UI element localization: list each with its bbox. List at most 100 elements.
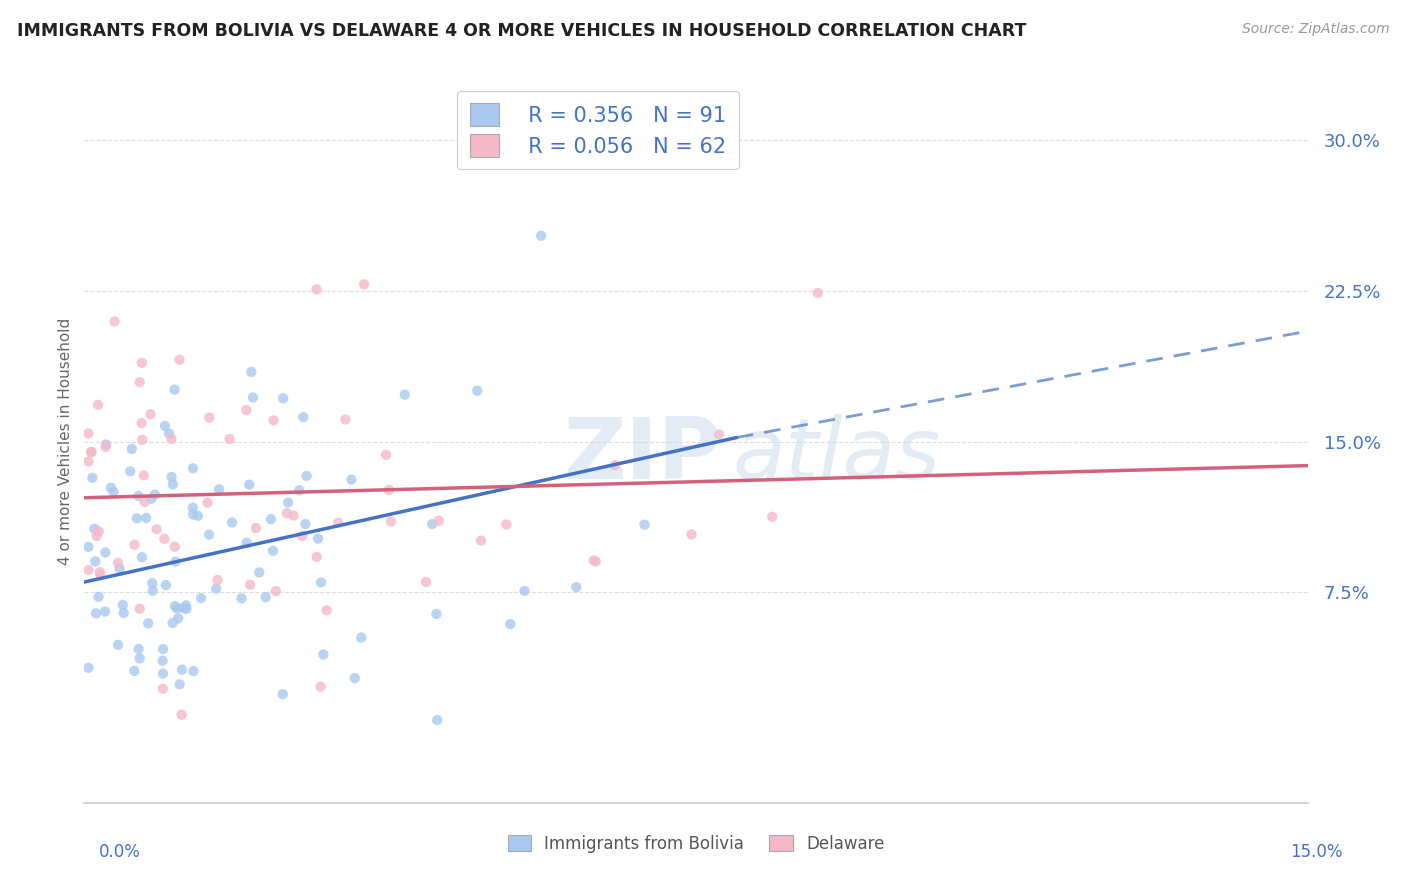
Point bbox=[633, 517, 655, 532]
Point bbox=[291, 529, 314, 543]
Point bbox=[530, 228, 553, 243]
Point bbox=[271, 687, 294, 701]
Point bbox=[187, 508, 209, 523]
Point bbox=[271, 392, 294, 406]
Point bbox=[465, 384, 488, 398]
Point bbox=[470, 533, 492, 548]
Point bbox=[107, 638, 129, 652]
Point bbox=[128, 375, 150, 389]
Point bbox=[240, 365, 263, 379]
Point bbox=[174, 599, 197, 613]
Point bbox=[585, 554, 607, 568]
Point bbox=[276, 506, 298, 520]
Point bbox=[176, 602, 198, 616]
Point bbox=[128, 489, 150, 503]
Point bbox=[108, 561, 131, 575]
Point bbox=[166, 601, 188, 615]
Point bbox=[415, 574, 437, 589]
Text: IMMIGRANTS FROM BOLIVIA VS DELAWARE 4 OR MORE VEHICLES IN HOUSEHOLD CORRELATION : IMMIGRANTS FROM BOLIVIA VS DELAWARE 4 OR… bbox=[17, 22, 1026, 40]
Point bbox=[160, 432, 183, 446]
Legend: Immigrants from Bolivia, Delaware: Immigrants from Bolivia, Delaware bbox=[501, 828, 891, 860]
Point bbox=[420, 517, 443, 532]
Point bbox=[172, 601, 194, 615]
Point bbox=[499, 617, 522, 632]
Point bbox=[340, 473, 363, 487]
Point bbox=[165, 554, 187, 568]
Point bbox=[125, 511, 148, 525]
Point bbox=[128, 642, 150, 657]
Text: Source: ZipAtlas.com: Source: ZipAtlas.com bbox=[1241, 22, 1389, 37]
Point bbox=[207, 573, 229, 587]
Point bbox=[197, 496, 219, 510]
Point bbox=[104, 314, 127, 328]
Point bbox=[181, 508, 204, 522]
Point bbox=[262, 544, 284, 558]
Point bbox=[80, 445, 103, 459]
Point bbox=[89, 565, 111, 579]
Point bbox=[235, 403, 257, 417]
Point bbox=[170, 707, 193, 722]
Point bbox=[131, 433, 153, 447]
Point bbox=[131, 356, 153, 370]
Point bbox=[709, 427, 731, 442]
Point bbox=[305, 549, 328, 564]
Point bbox=[264, 584, 287, 599]
Point bbox=[353, 277, 375, 292]
Point bbox=[141, 491, 163, 506]
Point bbox=[77, 454, 100, 468]
Point bbox=[350, 631, 373, 645]
Point bbox=[394, 387, 416, 401]
Point bbox=[181, 461, 204, 475]
Point bbox=[155, 578, 177, 592]
Point bbox=[681, 527, 703, 541]
Point bbox=[134, 495, 156, 509]
Point bbox=[169, 352, 191, 367]
Point bbox=[84, 607, 107, 621]
Point bbox=[235, 536, 257, 550]
Point bbox=[124, 538, 146, 552]
Text: ZIP: ZIP bbox=[562, 415, 720, 498]
Point bbox=[153, 419, 176, 434]
Point bbox=[239, 578, 262, 592]
Point bbox=[309, 680, 332, 694]
Point bbox=[86, 529, 108, 543]
Point bbox=[77, 540, 100, 554]
Point bbox=[375, 448, 398, 462]
Point bbox=[131, 550, 153, 565]
Point bbox=[94, 437, 117, 451]
Point bbox=[107, 556, 129, 570]
Point bbox=[169, 677, 191, 691]
Point bbox=[131, 416, 153, 430]
Point bbox=[136, 616, 159, 631]
Point bbox=[263, 413, 285, 427]
Point bbox=[121, 442, 143, 456]
Point bbox=[87, 398, 110, 412]
Point bbox=[495, 517, 517, 532]
Point bbox=[94, 605, 117, 619]
Point bbox=[294, 517, 316, 532]
Point bbox=[183, 664, 205, 678]
Point bbox=[89, 568, 111, 582]
Point bbox=[87, 524, 110, 539]
Point bbox=[315, 603, 337, 617]
Point bbox=[305, 282, 328, 296]
Point bbox=[292, 410, 315, 425]
Point bbox=[260, 512, 283, 526]
Point bbox=[163, 540, 186, 554]
Point bbox=[380, 515, 402, 529]
Point bbox=[87, 590, 110, 604]
Point bbox=[242, 391, 264, 405]
Point bbox=[198, 527, 221, 541]
Point bbox=[198, 410, 221, 425]
Point bbox=[135, 511, 157, 525]
Point bbox=[238, 477, 260, 491]
Y-axis label: 4 or more Vehicles in Household: 4 or more Vehicles in Household bbox=[58, 318, 73, 566]
Point bbox=[426, 713, 449, 727]
Point bbox=[80, 445, 103, 459]
Point bbox=[309, 575, 332, 590]
Text: 0.0%: 0.0% bbox=[98, 843, 141, 861]
Point bbox=[112, 606, 135, 620]
Point bbox=[145, 522, 167, 536]
Point bbox=[152, 654, 174, 668]
Point bbox=[162, 615, 184, 630]
